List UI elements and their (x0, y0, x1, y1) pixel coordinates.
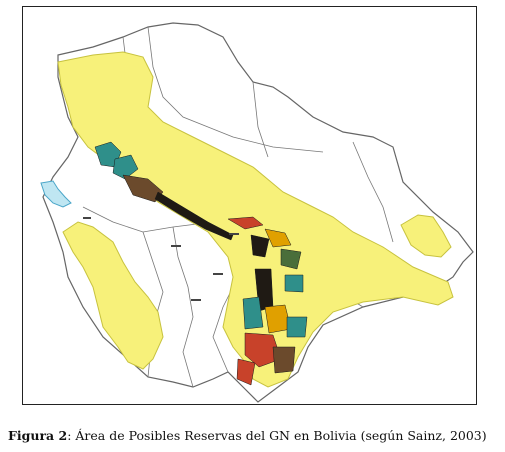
field-block-orange-1 (264, 228, 292, 248)
bolivia-map (40, 22, 474, 403)
field-block-green-1 (280, 248, 302, 270)
field-block-red-2 (244, 332, 282, 368)
gas-fields (94, 141, 308, 386)
figure-caption: Figura 2: Área de Posibles Reservas del … (8, 428, 503, 443)
reserve-area-east (400, 214, 452, 258)
town-marker (191, 299, 201, 301)
field-block-red-3 (236, 358, 256, 386)
figure-label: Figura 2 (8, 428, 68, 443)
field-block-brown-2 (272, 346, 296, 374)
field-block-teal-2 (112, 154, 139, 180)
lake-titicaca (40, 180, 72, 208)
town-marker (171, 245, 181, 247)
town-marker (213, 273, 223, 275)
figure-text: Área de Posibles Reservas del GN en Boli… (71, 428, 487, 443)
field-strip-dark (154, 191, 234, 241)
field-block-teal-5 (286, 316, 308, 338)
town-marker (229, 233, 239, 235)
town-markers (83, 217, 239, 301)
field-block-dark-1 (250, 234, 270, 258)
map-frame (22, 6, 477, 405)
town-marker (83, 217, 91, 219)
figure-separator: : (67, 428, 72, 443)
field-block-teal-3 (284, 274, 304, 293)
reserve-area-southwest (62, 221, 164, 370)
field-block-teal-4 (242, 296, 264, 330)
field-block-red-1 (227, 216, 264, 230)
